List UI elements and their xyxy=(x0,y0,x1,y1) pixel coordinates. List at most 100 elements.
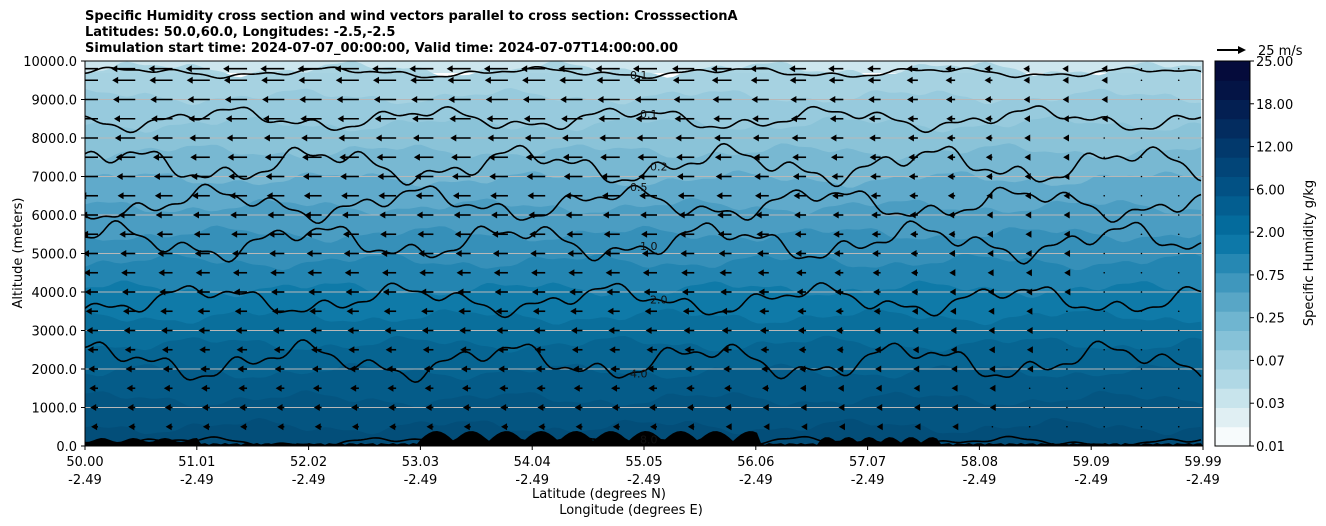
wind-vector xyxy=(85,211,98,219)
wind-vector xyxy=(228,173,248,180)
wind-vector xyxy=(950,346,957,354)
wind-vector xyxy=(450,134,471,142)
wind-vector xyxy=(714,153,732,161)
wind-vector xyxy=(1023,76,1030,84)
wind-vector xyxy=(910,230,918,238)
wind-vector xyxy=(385,346,397,354)
wind-vector xyxy=(876,423,883,431)
contour-label: 0.1 xyxy=(640,108,658,121)
wind-vector xyxy=(483,65,508,73)
colorbar-segment xyxy=(1215,388,1250,408)
wind-vector xyxy=(947,192,956,200)
wind-vector xyxy=(986,211,993,219)
wind-vector xyxy=(603,230,620,238)
wind-vector xyxy=(418,250,434,257)
wind-vector xyxy=(457,288,471,296)
x-tick-label: 59.99 xyxy=(1184,455,1221,470)
wind-vector xyxy=(270,269,285,277)
wind-vector xyxy=(298,76,322,84)
wind-vector xyxy=(496,327,508,334)
wind-vector xyxy=(1103,329,1105,332)
wind-vector xyxy=(609,346,620,354)
wind-vector xyxy=(682,307,695,315)
wind-vector xyxy=(644,307,657,315)
wind-vector xyxy=(945,65,956,73)
wind-vector xyxy=(875,365,882,373)
wind-vector xyxy=(946,115,956,123)
wind-vector xyxy=(1177,425,1180,428)
x-tick-label: 57.07 xyxy=(849,455,886,470)
contour-label: 4.0 xyxy=(630,368,648,381)
y-tick-label: 1000.0 xyxy=(32,402,78,417)
wind-vector xyxy=(452,173,471,180)
wind-vector xyxy=(562,153,583,161)
wind-vector xyxy=(1103,156,1105,159)
y-axis-label: Altitude (meters) xyxy=(11,198,26,309)
wind-vector xyxy=(1140,79,1143,82)
wind-vector xyxy=(686,384,695,392)
wind-vector xyxy=(754,173,769,180)
wind-vector xyxy=(682,288,695,296)
wind-vector xyxy=(1026,307,1033,315)
wind-vector xyxy=(874,327,881,334)
wind-vector xyxy=(834,269,844,277)
wind-vector xyxy=(1103,214,1105,216)
wind-vector xyxy=(1140,137,1143,139)
colorbar-segment xyxy=(1215,253,1250,274)
x-tick-sublabel: -2.49 xyxy=(1186,473,1220,488)
x-tick-sublabel: -2.49 xyxy=(68,473,102,488)
wind-vector xyxy=(687,423,695,431)
wind-vector xyxy=(264,153,285,161)
wind-vector xyxy=(872,250,881,257)
wind-vector xyxy=(711,65,732,73)
wind-vector xyxy=(751,96,769,103)
wind-vector xyxy=(525,153,546,161)
wind-vector xyxy=(422,346,434,354)
wind-vector xyxy=(162,365,173,373)
wind-vector xyxy=(461,384,471,392)
wind-vector xyxy=(868,115,881,123)
wind-vector xyxy=(633,76,657,84)
wind-vector xyxy=(838,404,845,411)
wind-vector xyxy=(161,327,173,334)
wind-vector xyxy=(1023,65,1030,73)
wind-vector xyxy=(120,250,136,257)
wind-vector xyxy=(1177,137,1180,139)
wind-vector xyxy=(1024,173,1031,180)
wind-vector xyxy=(871,211,881,219)
wind-vector xyxy=(1140,387,1143,390)
wind-vector xyxy=(417,230,434,238)
wind-vector xyxy=(119,230,136,238)
wind-vector xyxy=(524,134,546,142)
wind-vector xyxy=(573,384,583,392)
wind-vector xyxy=(451,153,471,161)
wind-vector xyxy=(799,365,807,373)
wind-vector xyxy=(265,173,285,180)
wind-vector xyxy=(872,269,881,277)
colorbar-segment xyxy=(1215,234,1250,254)
wind-vector xyxy=(372,65,397,73)
contour-label: 0.2 xyxy=(650,160,668,173)
colorbar-tick-label: 0.03 xyxy=(1256,397,1285,412)
wind-vector xyxy=(1103,194,1105,197)
wind-vector xyxy=(793,192,807,200)
wind-vector xyxy=(1066,387,1068,390)
wind-vector xyxy=(869,134,881,142)
x-tick-sublabel: -2.49 xyxy=(180,473,214,488)
wind-vector xyxy=(720,288,732,296)
wind-vector xyxy=(678,211,695,219)
wind-vector xyxy=(984,76,993,84)
wind-vector xyxy=(1140,156,1143,159)
wind-vector xyxy=(199,346,210,354)
wind-vector xyxy=(800,404,807,411)
wind-vector xyxy=(1025,230,1032,238)
wind-vector xyxy=(1062,96,1069,103)
wind-vector xyxy=(267,211,285,219)
wind-vector xyxy=(912,327,919,334)
wind-vector xyxy=(194,250,210,257)
x-tick-sublabel: -2.49 xyxy=(292,473,326,488)
quiver-key: 25 m/s xyxy=(1217,44,1303,59)
wind-vector xyxy=(948,211,956,219)
wind-vector xyxy=(446,65,471,73)
wind-vector xyxy=(155,211,173,219)
